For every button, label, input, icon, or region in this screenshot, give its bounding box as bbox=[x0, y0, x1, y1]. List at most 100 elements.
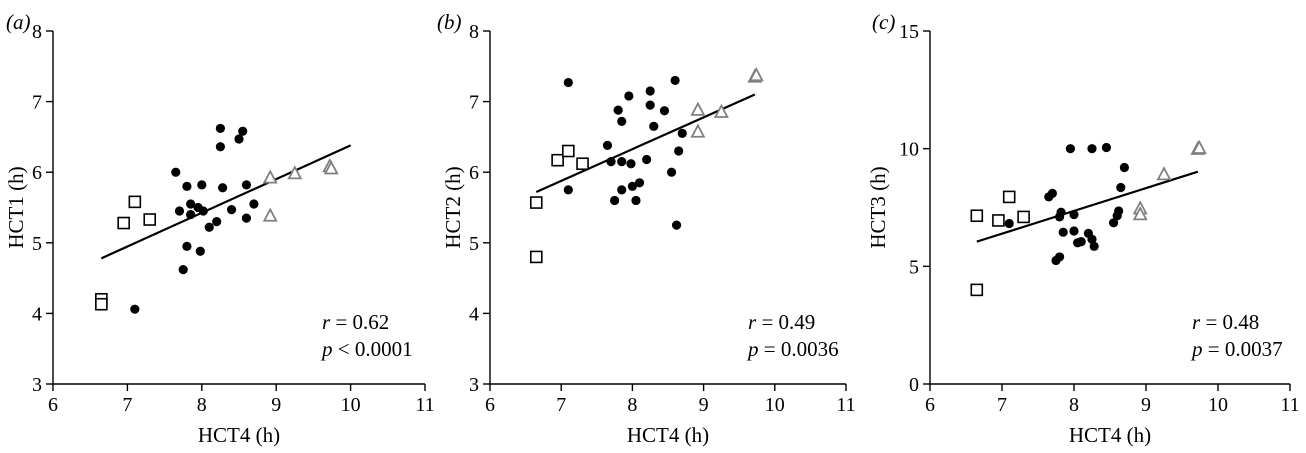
data-point-circle bbox=[610, 195, 620, 206]
data-point-circle bbox=[130, 304, 140, 314]
panel-label: (b) bbox=[437, 10, 462, 34]
y-tick-label: 8 bbox=[32, 21, 42, 43]
x-tick-label: 6 bbox=[925, 394, 935, 416]
y-tick-label: 3 bbox=[32, 374, 42, 396]
x-tick-label: 8 bbox=[1069, 394, 1079, 416]
data-point-square bbox=[576, 157, 589, 171]
x-tick-label: 11 bbox=[1280, 394, 1299, 416]
r-value-label: r = 0.49 bbox=[748, 310, 815, 334]
data-point-circle bbox=[624, 91, 634, 101]
data-point-circle bbox=[234, 134, 244, 144]
x-tick-label: 9 bbox=[699, 394, 709, 416]
data-point-circle bbox=[186, 199, 196, 209]
p-value: = 0.0036 bbox=[759, 337, 839, 361]
data-point-circle bbox=[195, 246, 205, 256]
data-point-circle bbox=[204, 222, 214, 232]
data-point-circle bbox=[215, 142, 225, 152]
x-tick-label: 9 bbox=[1141, 394, 1151, 416]
x-tick-label: 7 bbox=[997, 394, 1007, 416]
data-point-circle bbox=[198, 206, 208, 216]
data-point-circle bbox=[642, 154, 652, 165]
data-point-circle bbox=[212, 217, 222, 227]
data-point-circle bbox=[563, 77, 573, 88]
r-symbol: r bbox=[1192, 310, 1201, 334]
data-point-circle bbox=[1087, 144, 1097, 154]
p-symbol: p bbox=[746, 337, 759, 361]
data-point-circle bbox=[613, 105, 623, 115]
p-value: < 0.0001 bbox=[333, 337, 413, 361]
data-point-triangle bbox=[1156, 166, 1172, 181]
data-point-square bbox=[992, 214, 1005, 227]
data-point-circle bbox=[197, 180, 207, 190]
data-point-triangle bbox=[323, 160, 339, 175]
data-point-circle bbox=[1101, 142, 1111, 153]
data-point-circle bbox=[645, 100, 655, 110]
y-tick-label: 6 bbox=[469, 162, 479, 184]
x-tick-label: 7 bbox=[122, 394, 132, 416]
data-point-circle bbox=[677, 128, 687, 138]
data-point-circle bbox=[1047, 188, 1057, 198]
x-tick-label: 10 bbox=[765, 394, 785, 416]
data-point-circle bbox=[1109, 218, 1119, 228]
data-point-circle bbox=[182, 181, 192, 191]
y-tick-label: 0 bbox=[909, 374, 919, 396]
r-value: = 0.62 bbox=[330, 310, 389, 334]
r-value-label: r = 0.62 bbox=[322, 310, 389, 334]
data-point-square bbox=[529, 250, 543, 264]
data-point-circle bbox=[627, 181, 638, 191]
x-axis-title: HCT4 (h) bbox=[1069, 423, 1151, 447]
data-point-circle bbox=[1076, 237, 1086, 247]
data-point-triangle bbox=[1191, 139, 1207, 154]
y-axis-title: HCT2 (h) bbox=[441, 166, 465, 248]
data-point-triangle bbox=[262, 207, 278, 222]
y-axis-title: HCT3 (h) bbox=[866, 166, 890, 248]
y-tick-label: 8 bbox=[469, 21, 479, 43]
data-point-circle bbox=[238, 126, 248, 136]
data-point-triangle bbox=[1132, 206, 1148, 221]
x-tick-label: 10 bbox=[341, 394, 361, 416]
r-value: = 0.49 bbox=[756, 310, 815, 334]
y-tick-label: 10 bbox=[899, 139, 919, 161]
data-point-square bbox=[95, 297, 108, 311]
data-point-triangle bbox=[748, 67, 764, 82]
y-axis-title: HCT1 (h) bbox=[4, 166, 28, 248]
data-point-circle bbox=[1065, 144, 1075, 154]
r-symbol: r bbox=[322, 310, 331, 334]
p-value-label: p = 0.0037 bbox=[1190, 337, 1283, 361]
p-value-label: p < 0.0001 bbox=[320, 337, 413, 361]
data-point-circle bbox=[178, 265, 188, 275]
r-value-label: r = 0.48 bbox=[1192, 310, 1259, 334]
data-point-triangle bbox=[262, 169, 278, 184]
data-point-circle bbox=[1055, 252, 1065, 262]
y-tick-label: 5 bbox=[909, 256, 919, 278]
data-point-circle bbox=[182, 241, 192, 251]
data-point-circle bbox=[563, 185, 573, 195]
data-point-circle bbox=[215, 123, 225, 134]
data-point-square bbox=[1002, 190, 1016, 204]
y-tick-label: 7 bbox=[32, 92, 42, 114]
data-point-triangle bbox=[690, 123, 706, 138]
r-symbol: r bbox=[748, 310, 757, 334]
data-point-circle bbox=[1069, 226, 1079, 236]
p-value: = 0.0037 bbox=[1203, 337, 1283, 361]
x-tick-label: 8 bbox=[627, 394, 637, 416]
data-point-circle bbox=[671, 220, 682, 230]
data-point-square bbox=[970, 209, 984, 223]
x-tick-label: 10 bbox=[1208, 394, 1228, 416]
x-tick-label: 6 bbox=[48, 394, 58, 416]
data-point-square bbox=[1017, 210, 1030, 224]
y-tick-label: 15 bbox=[899, 21, 919, 43]
data-point-circle bbox=[674, 146, 684, 156]
data-point-circle bbox=[602, 140, 613, 150]
data-point-circle bbox=[670, 75, 680, 86]
data-point-circle bbox=[626, 159, 636, 169]
data-point-circle bbox=[645, 86, 655, 96]
data-point-circle bbox=[186, 209, 196, 220]
y-tick-label: 4 bbox=[469, 303, 479, 325]
x-tick-label: 8 bbox=[197, 394, 207, 416]
data-point-circle bbox=[1004, 218, 1014, 229]
data-point-triangle bbox=[287, 165, 303, 180]
data-point-square bbox=[117, 216, 130, 230]
